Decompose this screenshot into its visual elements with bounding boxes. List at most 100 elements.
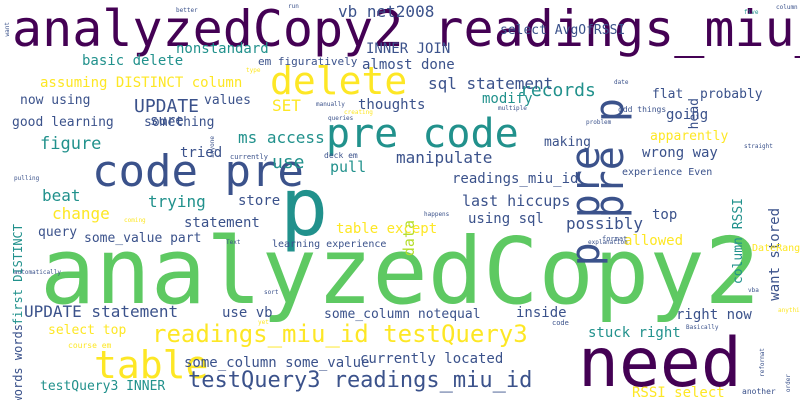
cloud-word: assuming DISTINCT column — [40, 75, 243, 91]
cloud-word: coming — [124, 217, 146, 224]
cloud-word: modify — [482, 91, 533, 107]
cloud-word: now using — [20, 93, 91, 108]
cloud-word: using sql — [468, 211, 544, 227]
cloud-word: select AvgOfRSSI — [500, 23, 626, 38]
cloud-word: some_value part — [84, 231, 202, 246]
cloud-word: UPDATE statement — [24, 302, 179, 321]
cloud-word: want — [4, 22, 11, 37]
cloud-word: head — [687, 98, 702, 130]
cloud-word: readings_miu_id — [452, 171, 579, 187]
cloud-word: right now — [676, 307, 752, 323]
cloud-word: straight — [744, 143, 773, 150]
cloud-word: top — [652, 207, 678, 223]
cloud-word: testQuery3 readings_miu_id — [188, 368, 533, 393]
cloud-word: table except — [336, 221, 438, 237]
cloud-word: odd things — [618, 105, 667, 114]
cloud-word: pulling — [14, 175, 40, 182]
cloud-word: run — [288, 3, 299, 10]
cloud-word: course em — [68, 341, 112, 350]
cloud-word: happens — [424, 211, 450, 218]
cloud-word: manually — [316, 101, 345, 108]
cloud-word: use vb — [222, 305, 273, 321]
cloud-word: need — [578, 324, 742, 400]
cloud-word: manipulate — [396, 148, 493, 167]
cloud-word: date — [614, 79, 629, 86]
cloud-word: column RSSI — [731, 198, 746, 285]
cloud-word: last hiccups — [462, 192, 571, 210]
cloud-word: INNER JOIN — [366, 41, 451, 57]
cloud-word: wrong way — [642, 145, 718, 161]
cloud-word: statement — [184, 215, 260, 231]
cloud-word: stuck right — [588, 325, 681, 341]
cloud-word: format — [602, 235, 628, 243]
cloud-word: values — [204, 93, 251, 108]
cloud-word: DateRange — [752, 243, 800, 254]
cloud-word: some_column notequal — [324, 307, 481, 322]
cloud-word: vba — [748, 287, 759, 294]
cloud-word: analyzedCopy2 — [40, 218, 761, 325]
cloud-word: deck em — [324, 151, 358, 160]
cloud-word: vb net2008 — [338, 2, 435, 21]
cloud-word: trying — [148, 192, 206, 211]
cloud-word: inside — [516, 305, 567, 321]
cloud-word: explanation — [588, 239, 628, 246]
cloud-word: UPDATE — [134, 96, 200, 117]
cloud-word: p pre — [563, 146, 609, 267]
cloud-word: type — [246, 67, 261, 74]
cloud-word: apparently — [650, 129, 729, 144]
cloud-word: readings_miu_id testQuery3 — [152, 320, 528, 348]
cloud-word: going — [666, 107, 709, 123]
cloud-word: want stored — [767, 208, 783, 301]
cloud-word: testQuery3 INNER — [40, 379, 166, 394]
cloud-word: better — [176, 7, 198, 14]
cloud-word: Basically — [686, 324, 719, 331]
cloud-word: anyone — [209, 136, 216, 158]
cloud-word: figure — [40, 134, 102, 154]
cloud-word: use — [272, 152, 305, 173]
cloud-word: table — [94, 343, 209, 387]
cloud-word: five — [744, 9, 759, 16]
cloud-word: code — [552, 319, 569, 327]
cloud-word: learning experience — [272, 239, 387, 250]
cloud-word: ms access — [238, 128, 325, 147]
cloud-word: query — [38, 225, 78, 240]
cloud-word: currently located — [360, 351, 504, 367]
cloud-word: anything — [778, 307, 800, 314]
cloud-word: thoughts — [358, 97, 426, 113]
cloud-word: some_column some_value — [184, 355, 370, 371]
cloud-word: pre code — [326, 111, 519, 157]
cloud-word: experience Even — [622, 167, 713, 178]
cloud-word: good learning — [12, 115, 114, 130]
cloud-word: words words — [11, 324, 25, 400]
cloud-word: problem — [586, 119, 612, 126]
cloud-word: sql statement — [428, 74, 554, 93]
cloud-word: almost done — [362, 57, 455, 73]
cloud-word: beat — [42, 186, 81, 205]
cloud-word: sort — [264, 289, 279, 296]
cloud-word: store — [238, 193, 281, 209]
cloud-word: nonstandard — [176, 41, 269, 57]
cloud-word: code pre — [92, 146, 304, 197]
cloud-word: tried — [180, 145, 223, 161]
cloud-word: records — [520, 80, 596, 101]
cloud-word: column — [776, 4, 798, 11]
cloud-word: RSSI select — [632, 385, 725, 400]
cloud-word: Text — [226, 239, 241, 246]
cloud-word: multiple — [498, 105, 527, 112]
cloud-word: allowed — [624, 233, 684, 249]
cloud-word: probably — [700, 87, 763, 102]
cloud-word: SET — [272, 96, 301, 115]
cloud-word: analyzedCopy2 readings_miu_id — [12, 0, 800, 58]
cloud-word: em figuratively — [258, 55, 358, 68]
cloud-word: pull — [330, 158, 367, 176]
cloud-word: order — [785, 374, 792, 393]
cloud-word: something — [144, 115, 215, 130]
cloud-word: change — [52, 204, 110, 223]
cloud-word: creating — [344, 109, 373, 116]
cloud-word: automatically — [14, 269, 61, 276]
cloud-word: flat — [652, 87, 684, 102]
cloud-word: sure — [150, 113, 184, 129]
cloud-word: select top — [48, 323, 127, 338]
cloud-word: yet — [258, 319, 269, 326]
